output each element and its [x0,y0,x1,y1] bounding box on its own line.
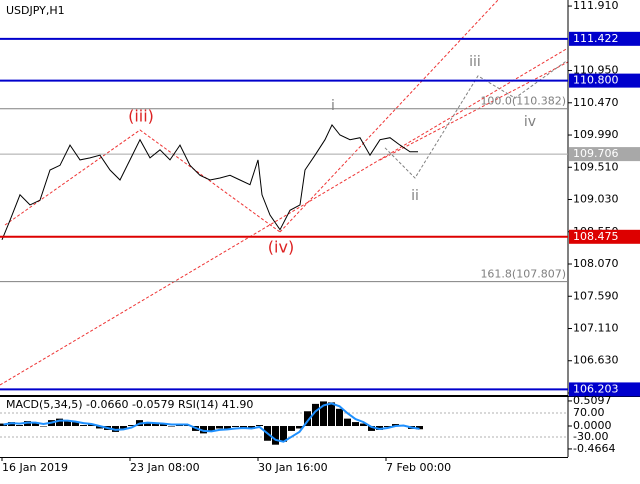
price-label-box [569,147,640,162]
price-label: 109.706 [573,147,619,160]
level-label: 111.422 [573,32,619,45]
macd-bar [368,426,375,431]
price-line-series [1,123,418,240]
macd-bar [336,408,343,427]
macd-bar [16,425,23,427]
wave-label: (iv) [268,238,294,257]
wave-label: iii [469,54,481,70]
channel-line [0,47,569,386]
x-tick-label: 7 Feb 00:00 [386,461,451,474]
level-label: 108.475 [573,230,619,243]
macd-bar [0,423,7,427]
wave-label: ii [411,188,419,204]
y-tick-label: 110.470 [573,96,619,109]
y-tick-label: 111.910 [573,0,619,12]
level-label-box [569,382,640,397]
macd-bar [80,425,87,427]
macd-bar [240,426,247,428]
macd-bar [96,426,103,429]
macd-bar [344,418,351,427]
y2-tick-label: -30.00 [573,430,608,443]
macd-bar [120,426,127,429]
y-tick-label: 107.590 [573,289,619,302]
macd-bar [216,426,223,429]
y-tick-label: -0.4664 [573,442,615,455]
symbol-title: USDJPY,H1 [6,4,65,17]
macd-bar [360,423,367,427]
wave-label: (iii) [128,107,154,126]
macd-bar [272,426,279,445]
fib-label: 161.8(107.807) [480,268,566,281]
macd-bar [72,422,79,427]
macd-bar [232,426,239,427]
macd-bar [384,426,391,427]
macd-bar [312,403,319,427]
level-label-box [569,229,640,244]
macd-bar [224,426,231,430]
y-tick-label: 106.630 [573,354,619,367]
price-line-series [384,59,569,179]
wave-label: i [331,98,335,114]
wave-structure [4,129,281,233]
level-label-box [569,73,640,88]
level-label: 106.203 [573,382,619,395]
signal-line [3,402,420,443]
macd-bar [256,425,263,427]
macd-bar [320,401,327,427]
y-tick-label: 0.0000 [573,419,612,432]
macd-bar [208,426,215,431]
fib-label: 100.0(110.382) [480,95,566,108]
y-tick-label: 108.070 [573,257,619,270]
macd-bar [144,422,151,427]
macd-bar [288,426,295,431]
y-tick-label: 109.030 [573,193,619,206]
macd-bar [32,423,39,427]
macd-bar [56,418,63,427]
y-tick-label: 107.110 [573,321,619,334]
macd-bar [152,423,159,427]
wave-label: iv [524,114,536,130]
x-tick-label: 16 Jan 2019 [2,461,68,474]
macd-bar [64,421,71,427]
macd-bar [352,422,359,427]
y-tick-label: 0.5097 [573,394,612,407]
indicator-title: MACD(5,34,5) -0.0660 -0.0579 RSI(14) 41.… [6,398,253,411]
macd-bar [40,426,47,427]
y-tick-label: 109.510 [573,160,619,173]
level-label: 110.800 [573,74,619,87]
channel-line [379,61,569,161]
y-tick-label: 109.990 [573,128,619,141]
macd-bar [304,411,311,427]
macd-bar [296,426,303,429]
macd-bar [168,426,175,427]
macd-bar [128,425,135,427]
y2-tick-label: 70.00 [573,406,605,419]
x-tick-label: 30 Jan 16:00 [258,461,328,474]
x-tick-label: 23 Jan 08:00 [130,461,200,474]
macd-bar [416,426,423,430]
macd-bar [280,426,287,442]
macd-bar [328,402,335,427]
level-label-box [569,31,640,46]
y-tick-label: 110.950 [573,64,619,77]
macd-bar [200,426,207,434]
